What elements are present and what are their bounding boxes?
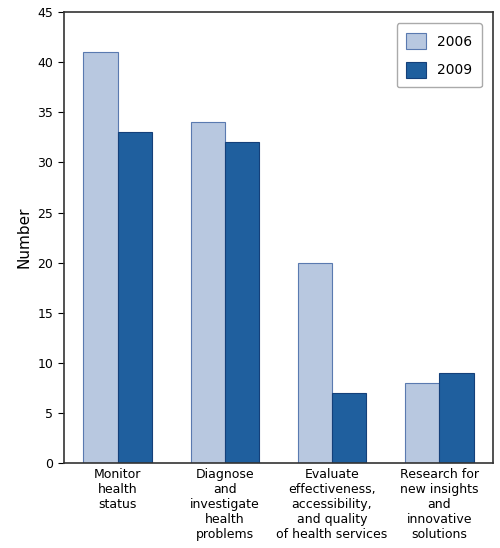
Bar <box>332 393 366 463</box>
Bar <box>84 52 117 463</box>
Y-axis label: Number: Number <box>17 207 32 269</box>
Bar <box>118 132 152 463</box>
Bar <box>190 122 225 463</box>
Bar <box>298 262 332 463</box>
Bar <box>439 373 474 463</box>
Legend: 2006, 2009: 2006, 2009 <box>396 24 482 88</box>
Bar <box>225 142 259 463</box>
Bar <box>405 383 439 463</box>
